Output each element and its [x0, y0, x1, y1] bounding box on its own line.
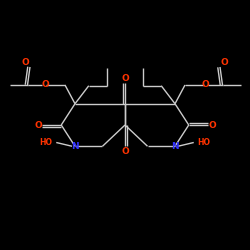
Text: O: O — [221, 58, 228, 67]
Text: O: O — [41, 80, 49, 89]
Text: HO: HO — [40, 138, 52, 147]
Text: N: N — [71, 142, 79, 151]
Text: N: N — [171, 142, 179, 151]
Text: O: O — [22, 58, 30, 67]
Text: O: O — [201, 80, 209, 89]
Text: O: O — [121, 146, 129, 156]
Text: O: O — [121, 74, 129, 83]
Text: HO: HO — [198, 138, 210, 147]
Text: O: O — [208, 120, 216, 130]
Text: O: O — [34, 120, 42, 130]
